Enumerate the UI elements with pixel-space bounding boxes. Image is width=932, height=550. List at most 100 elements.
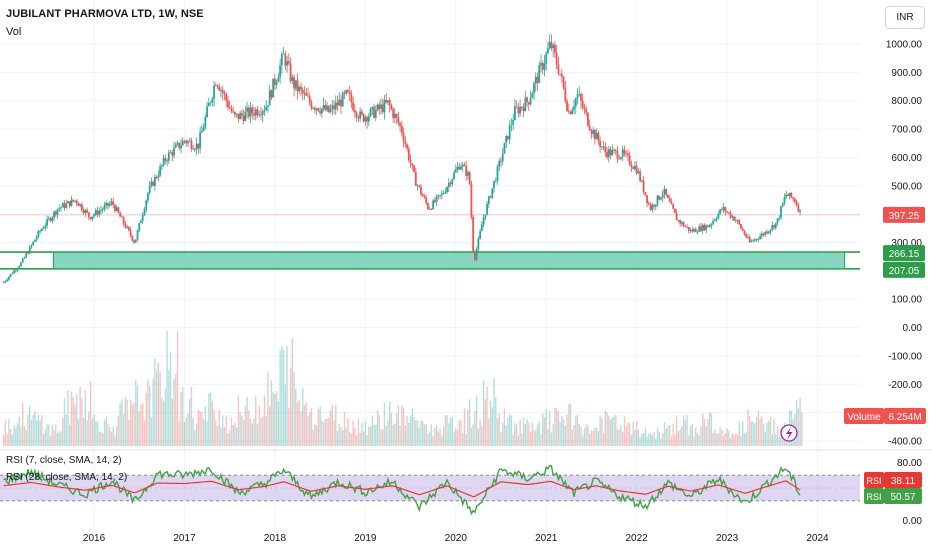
- candle-body: [32, 241, 35, 246]
- candle-body: [609, 149, 612, 156]
- candle-body: [427, 203, 429, 209]
- candle-body: [670, 201, 673, 205]
- candle-body: [381, 104, 384, 113]
- volume-bar: [185, 418, 187, 446]
- candle-body: [223, 93, 226, 94]
- candle-body: [326, 105, 328, 111]
- volume-bar: [249, 419, 252, 446]
- volume-bar: [451, 416, 453, 446]
- volume-bar: [239, 412, 241, 446]
- rsi-slow-tag-value: 38.11: [891, 476, 916, 487]
- price-axis-label: 600.00: [891, 153, 922, 164]
- candle-body: [635, 165, 638, 174]
- volume-bar: [324, 418, 327, 446]
- volume-bar: [228, 430, 231, 446]
- chart-title[interactable]: JUBILANT PHARMOVA LTD, 1W, NSE: [6, 8, 204, 20]
- volume-bar: [281, 345, 283, 446]
- volume-bar: [235, 427, 238, 446]
- volume-bar: [69, 424, 71, 446]
- volume-bar: [178, 421, 180, 446]
- rsi-fast-legend[interactable]: RSI (7, close, SMA, 14, 2): [6, 455, 122, 466]
- volume-bar: [488, 418, 490, 446]
- volume-bar: [13, 425, 15, 446]
- volume-bar: [668, 425, 671, 446]
- volume-bar: [9, 428, 12, 446]
- volume-bar: [738, 422, 740, 446]
- candle-body: [733, 216, 735, 221]
- volume-bar: [140, 404, 142, 446]
- volume-bar: [194, 430, 196, 446]
- candle-body: [301, 89, 304, 94]
- volume-bar: [63, 397, 66, 446]
- time-axis-label: 2017: [173, 533, 196, 544]
- volume-bar: [795, 399, 798, 446]
- candle-body: [663, 188, 666, 195]
- volume-bar: [49, 435, 52, 446]
- candle-body: [129, 230, 132, 236]
- volume-bar: [602, 432, 605, 446]
- candle-body: [157, 175, 160, 178]
- candle-body: [77, 202, 80, 206]
- price-axis-label: -100.00: [888, 351, 922, 362]
- rsi-pane: [0, 464, 860, 516]
- candle-body: [275, 81, 278, 85]
- volume-legend[interactable]: Vol: [6, 26, 22, 38]
- volume-bar: [517, 435, 520, 446]
- volume-bar: [418, 427, 420, 446]
- candle-body: [369, 108, 372, 117]
- candle-body: [180, 145, 182, 149]
- volume-bar: [684, 420, 687, 446]
- rsi-slow-tag-label-bg: [864, 472, 884, 488]
- candle-body: [566, 101, 568, 111]
- volume-bar: [585, 423, 587, 446]
- volume-bar: [575, 416, 577, 446]
- volume-bar: [562, 419, 565, 446]
- volume-bar: [22, 402, 24, 446]
- candle-body: [228, 107, 231, 109]
- candle-body: [557, 64, 560, 74]
- candle-body: [320, 108, 323, 114]
- volume-bar: [42, 433, 45, 446]
- candle-body: [536, 76, 539, 84]
- rsi-slow-legend[interactable]: RSI (28, close, SMA, 14, 2): [6, 472, 128, 483]
- volume-bar: [187, 413, 189, 446]
- volume-bar: [133, 402, 135, 446]
- volume-bar: [298, 399, 300, 446]
- volume-bar: [364, 421, 367, 446]
- candle-body: [552, 44, 555, 49]
- candle-body: [397, 117, 400, 124]
- volume-bar: [620, 425, 622, 446]
- candle-body: [440, 193, 443, 196]
- candle-body: [633, 165, 636, 169]
- volume-bar: [328, 417, 330, 446]
- candle-body: [647, 202, 650, 205]
- volume-bar: [331, 404, 333, 446]
- candle-body: [343, 92, 346, 94]
- volume-bar: [128, 419, 130, 446]
- candle-body: [646, 195, 648, 203]
- currency-button[interactable]: INR: [885, 6, 925, 29]
- candle-body: [675, 212, 678, 221]
- candle-body: [247, 107, 250, 117]
- volume-bar: [456, 430, 459, 446]
- candle-body: [277, 77, 280, 82]
- volume-bar: [498, 413, 500, 446]
- candle-body: [677, 220, 680, 221]
- alert-icon[interactable]: [780, 424, 798, 442]
- volume-bar: [359, 432, 361, 446]
- zone-lower-tag: 207.05: [889, 266, 920, 277]
- candle-body: [573, 106, 575, 110]
- candle-body: [376, 104, 379, 111]
- volume-bar: [270, 380, 273, 446]
- candle-body: [767, 231, 770, 234]
- candle-body: [286, 61, 288, 66]
- volume-bar: [89, 381, 92, 446]
- candle-body: [399, 123, 402, 126]
- candle-body: [430, 209, 433, 210]
- volume-bar: [307, 416, 309, 446]
- candle-body: [759, 236, 762, 240]
- volume-bar: [41, 415, 43, 446]
- support-zone-rect[interactable]: [52, 251, 846, 270]
- candle-body: [660, 197, 662, 200]
